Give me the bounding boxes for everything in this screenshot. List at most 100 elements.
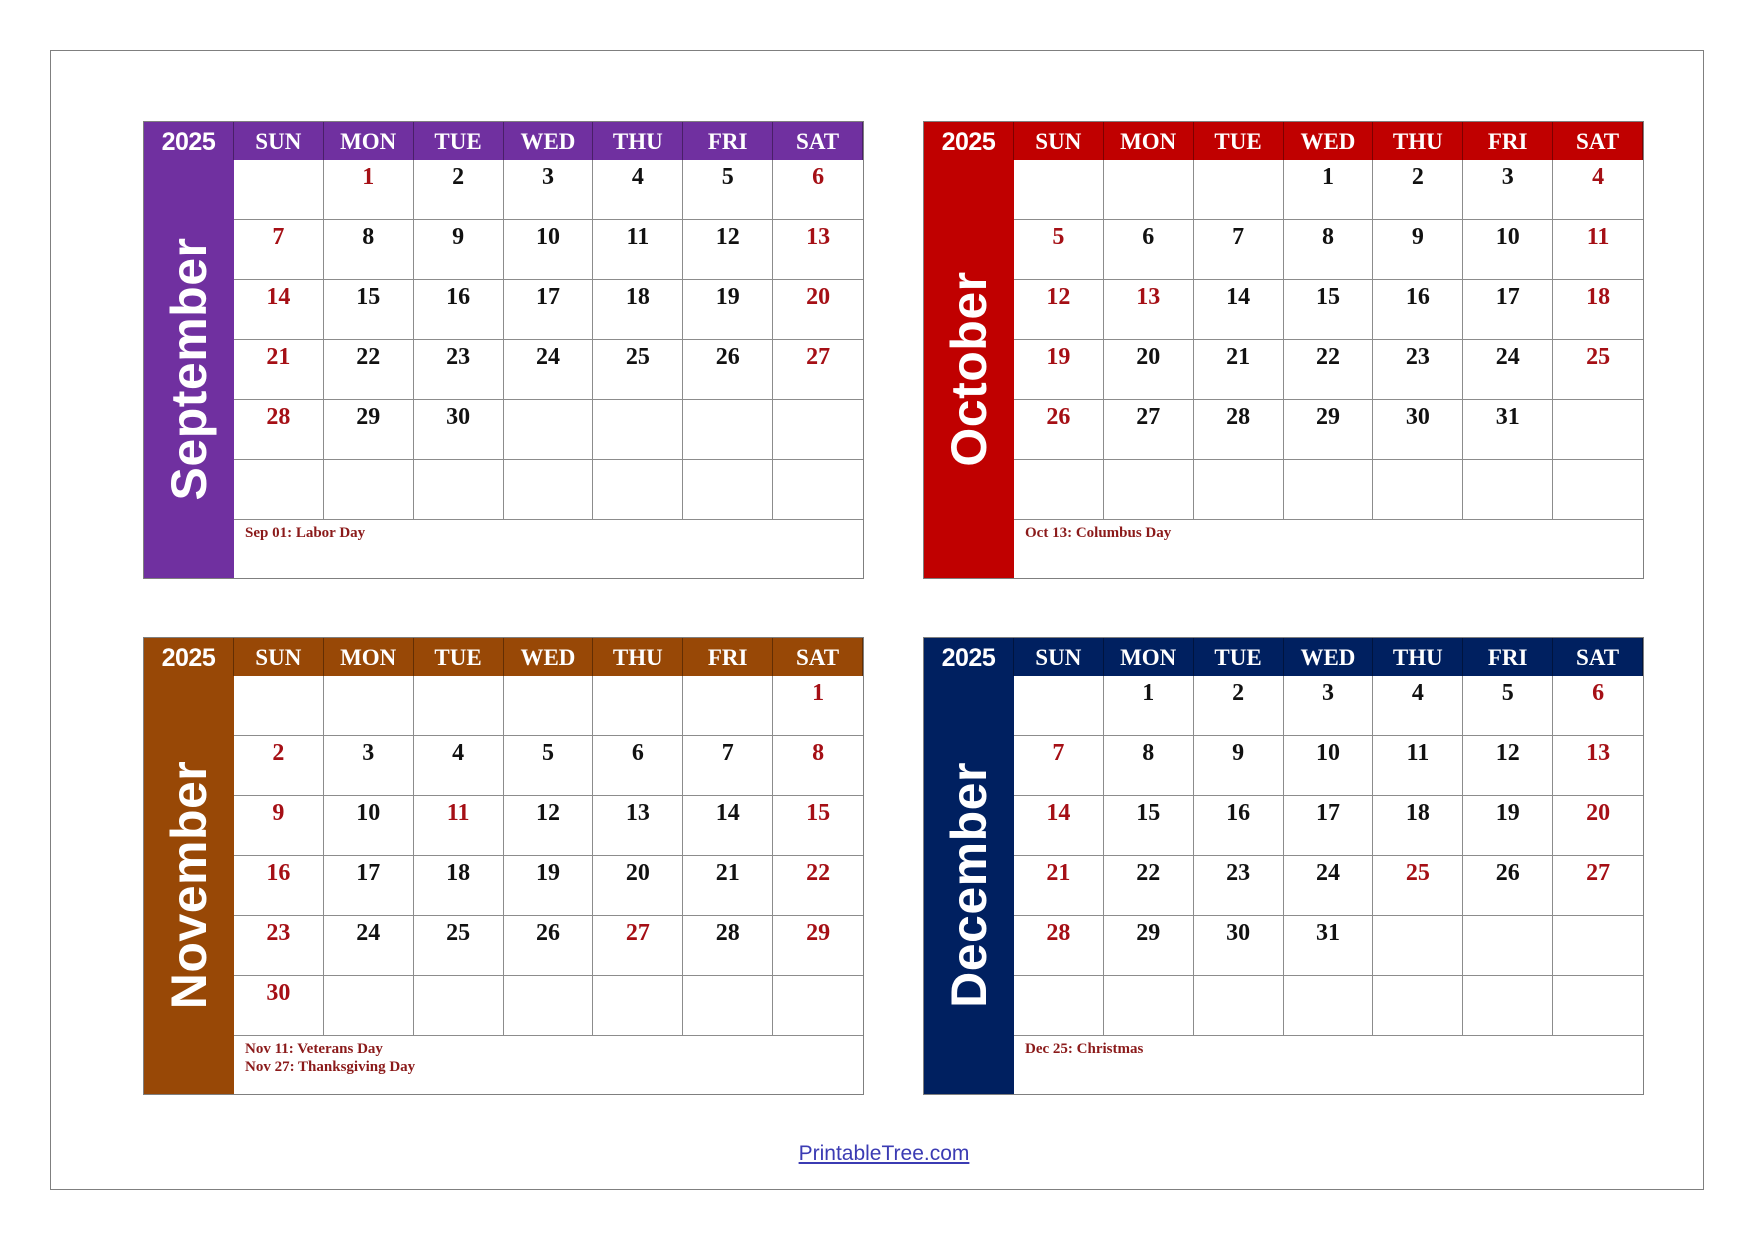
holiday-note: Sep 01: Labor Day [245,525,366,541]
day-cell: 1 [323,160,414,220]
weekday-header: TUE [1194,638,1284,676]
day-cell: 23 [1373,340,1464,400]
day-cell: 20 [773,280,864,340]
empty-cell [1463,916,1554,976]
day-cell: 29 [773,916,864,976]
day-cell: 4 [593,160,684,220]
day-cell: 25 [1373,856,1464,916]
empty-cell [683,400,774,460]
empty-cell [773,460,864,520]
weekday-header: MON [324,638,414,676]
day-cell: 2 [413,160,504,220]
day-cell: 9 [1193,736,1284,796]
empty-cell [1103,976,1194,1036]
week-row: 7 8 9 10 11 12 13 [234,220,864,280]
day-cell: 18 [1553,280,1644,340]
day-cell: 20 [1553,796,1644,856]
day-cell: 22 [773,856,864,916]
day-cell: 25 [413,916,504,976]
day-cell: 27 [773,340,864,400]
empty-cell [503,400,594,460]
footer-link[interactable]: PrintableTree.com [798,1142,970,1165]
day-cell: 6 [773,160,864,220]
holiday-note: Nov 11: Veterans Day [245,1041,383,1057]
day-cell: 27 [593,916,684,976]
day-cell: 8 [323,220,414,280]
day-cell: 2 [1373,160,1464,220]
month-calendar-september: 2025 SUN MON TUE WED THU FRI SAT September 1 2 3 4 5 6… [143,121,864,579]
day-cell: 17 [1283,796,1374,856]
day-cell: 31 [1283,916,1374,976]
empty-cell [593,976,684,1036]
empty-cell [1193,160,1284,220]
holiday-notes: Oct 13: Columbus Day [1014,520,1643,578]
day-cell: 28 [683,916,774,976]
week-row: 30 [234,976,864,1036]
week-row: 19 20 21 22 23 24 25 [1014,340,1644,400]
day-cell: 15 [323,280,414,340]
week-row [234,460,864,520]
weekday-header: WED [504,638,594,676]
day-cell: 22 [1283,340,1374,400]
empty-cell [234,160,324,220]
weekday-header: SAT [1553,638,1643,676]
day-cell: 9 [1373,220,1464,280]
weekday-header: TUE [1194,122,1284,160]
day-cell: 30 [234,976,324,1036]
month-sidebar: November [144,676,234,1094]
week-row: 26 27 28 29 30 31 [1014,400,1644,460]
week-row: 7 8 9 10 11 12 13 [1014,736,1644,796]
week-row: 1 [234,676,864,736]
day-cell: 4 [1373,676,1464,736]
weekday-header: WED [504,122,594,160]
month-sidebar: October [924,160,1014,578]
day-cell: 3 [1463,160,1554,220]
empty-cell [413,976,504,1036]
day-cell: 21 [1193,340,1284,400]
day-cell: 26 [1463,856,1554,916]
empty-cell [234,676,324,736]
day-cell: 19 [503,856,594,916]
day-cell: 23 [413,340,504,400]
weekday-header: SUN [1014,122,1104,160]
calendar-header: 2025 SUN MON TUE WED THU FRI SAT [144,638,863,676]
empty-cell [1553,460,1644,520]
day-cell: 17 [1463,280,1554,340]
day-cell: 10 [1463,220,1554,280]
day-cell: 6 [1553,676,1644,736]
week-row: 5 6 7 8 9 10 11 [1014,220,1644,280]
day-cell: 1 [1283,160,1374,220]
holiday-note: Nov 27: Thanksgiving Day [245,1059,416,1075]
day-cell: 24 [503,340,594,400]
day-cell: 13 [1553,736,1644,796]
empty-cell [1553,916,1644,976]
day-cell: 9 [413,220,504,280]
day-cell: 11 [1553,220,1644,280]
day-grid: 1 2 3 4 5 6 7 8 9 10 11 12 13 14 15 16 17 18 19 20 21 22 23 24 2… [234,676,864,1036]
week-row: 28 29 30 31 [1014,916,1644,976]
day-cell: 6 [593,736,684,796]
month-name: September [161,237,217,501]
day-cell: 19 [683,280,774,340]
month-calendar-october: 2025 SUN MON TUE WED THU FRI SAT October 1 2 3 4 5 6 7 8… [923,121,1644,579]
weekday-header: THU [593,122,684,160]
calendar-header: 2025 SUN MON TUE WED THU FRI SAT [924,638,1643,676]
empty-cell [1463,976,1554,1036]
week-row: 28 29 30 [234,400,864,460]
weekday-header: FRI [683,122,774,160]
day-cell: 21 [683,856,774,916]
day-cell: 11 [413,796,504,856]
month-calendar-november: 2025 SUN MON TUE WED THU FRI SAT November 1 2 3 4 5 6 7… [143,637,864,1095]
week-row: 12 13 14 15 16 17 18 [1014,280,1644,340]
day-cell: 25 [593,340,684,400]
day-cell: 24 [1283,856,1374,916]
day-cell: 24 [1463,340,1554,400]
day-cell: 21 [1014,856,1104,916]
holiday-notes: Sep 01: Labor Day [234,520,863,578]
day-cell: 12 [1014,280,1104,340]
day-cell: 11 [593,220,684,280]
day-cell: 14 [683,796,774,856]
